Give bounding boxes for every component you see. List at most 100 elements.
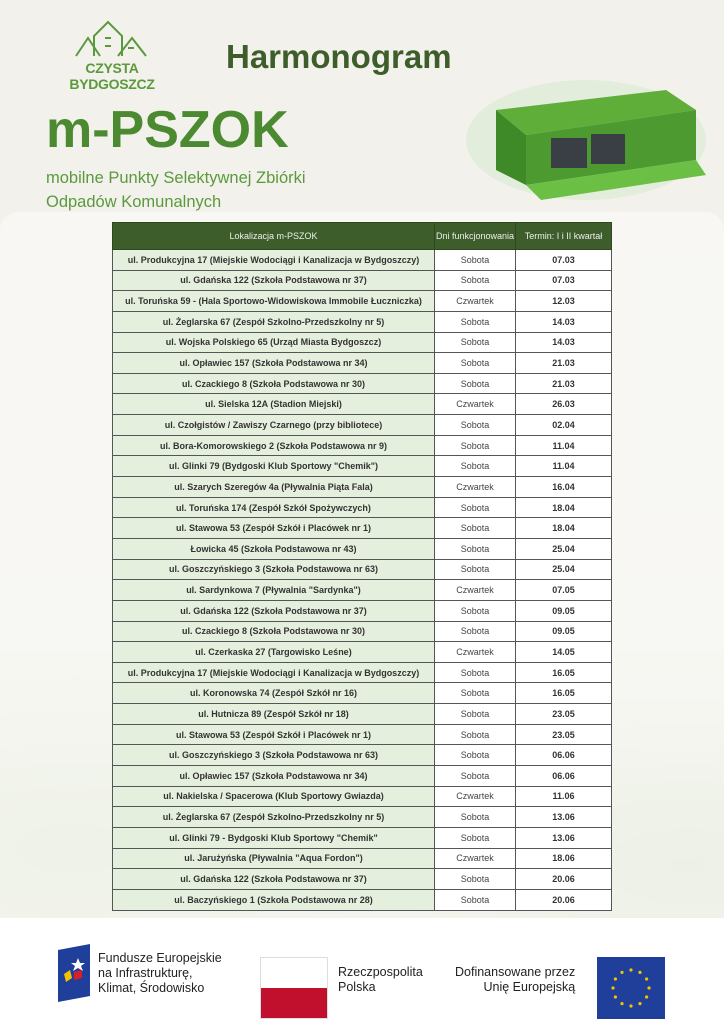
- column-header-date: Termin: I i II kwartał: [515, 222, 612, 250]
- eu-star-icon: [613, 977, 618, 981]
- location-cell: ul. Szarych Szeregów 4a (Pływalnia Piąta…: [112, 476, 435, 498]
- day-cell: Sobota: [434, 806, 516, 828]
- table-row: ul. Goszczyńskiego 3 (Szkoła Podstawowa …: [112, 558, 612, 581]
- table-row: ul. Opławiec 157 (Szkoła Podstawowa nr 3…: [112, 352, 612, 374]
- logo-text: CZYSTA BYDGOSZCZ: [69, 60, 155, 92]
- location-cell: ul. Czołgistów / Zawiszy Czarnego (przy …: [112, 414, 435, 436]
- date-cell: 25.04: [515, 558, 612, 581]
- table-row: ul. Koronowska 74 (Zespół Szkół nr 16) So…: [112, 682, 612, 705]
- date-cell: 13.06: [515, 826, 612, 849]
- location-cell: ul. Żeglarska 67 (Zespół Szkolno-Przedsz…: [112, 806, 435, 828]
- date-cell: 09.05: [515, 599, 612, 622]
- date-cell: 13.06: [515, 806, 612, 828]
- location-cell: ul. Stawowa 53 (Zespół Szkół i Placówek …: [112, 723, 435, 746]
- column-header-location: Lokalizacja m-PSZOK: [112, 222, 435, 250]
- fe-line: na Infrastrukturę,: [98, 965, 193, 980]
- eu-star-icon: [620, 970, 624, 975]
- day-cell: Sobota: [434, 599, 516, 622]
- day-cell: Sobota: [434, 434, 516, 457]
- location-cell: ul. Gdańska 122 (Szkoła Podstawowa nr 37…: [112, 599, 435, 622]
- day-cell: Sobota: [434, 249, 516, 271]
- eu-star-icon: [647, 986, 651, 990]
- eu-star-icon: [638, 970, 642, 975]
- subtitle-line: Odpadów Komunalnych: [46, 193, 222, 211]
- table-row: ul. Szarych Szeregów 4a (Pływalnia Piąta…: [112, 476, 612, 498]
- date-cell: 09.05: [515, 620, 612, 643]
- table-row: ul. Wojska Polskiego 65 (Urząd Miasta By…: [112, 331, 612, 354]
- location-cell: ul. Czackiego 8 (Szkoła Podstawowa nr 30…: [112, 372, 435, 395]
- poland-flag-icon: [260, 957, 328, 1019]
- table-row: ul. Glinki 79 (Bydgoski Klub Sportowy "C…: [112, 455, 612, 478]
- table-row: ul. Sielska 12A (Stadion Miejski) Czwarte…: [112, 393, 612, 416]
- location-cell: ul. Żeglarska 67 (Zespół Szkolno-Przedsz…: [112, 310, 435, 333]
- date-cell: 20.06: [515, 888, 612, 911]
- table-row: ul. Opławiec 157 (Szkoła Podstawowa nr 3…: [112, 765, 612, 787]
- date-cell: 07.05: [515, 579, 612, 601]
- day-cell: Sobota: [434, 331, 516, 354]
- day-cell: Czwartek: [434, 785, 516, 808]
- eu-line: Unię Europejską: [483, 980, 576, 994]
- page-title: Harmonogram: [226, 38, 452, 75]
- mobile-container-illustration: [466, 80, 706, 200]
- location-cell: ul. Toruńska 59 - (Hala Sportowo-Widowis…: [112, 290, 435, 312]
- table-row: ul. Żeglarska 67 (Zespół Szkolno-Przedsz…: [112, 310, 612, 333]
- date-cell: 12.03: [515, 290, 612, 312]
- date-cell: 25.04: [515, 537, 612, 560]
- eu-star-icon: [644, 977, 649, 981]
- table-row: ul. Glinki 79 - Bydgoski Klub Sportowy "…: [112, 826, 612, 849]
- day-cell: Sobota: [434, 558, 516, 581]
- table-row: ul. Baczyńskiego 1 (Szkoła Podstawowa nr…: [112, 888, 612, 911]
- location-cell: ul. Goszczyńskiego 3 (Szkoła Podstawowa …: [112, 558, 435, 581]
- day-cell: Sobota: [434, 310, 516, 333]
- date-cell: 02.04: [515, 414, 612, 436]
- location-cell: Łowicka 45 (Szkoła Podstawowa nr 43): [112, 537, 435, 560]
- day-cell: Czwartek: [434, 641, 516, 663]
- day-cell: Sobota: [434, 723, 516, 746]
- eu-star-icon: [620, 1001, 624, 1006]
- table-row: Łowicka 45 (Szkoła Podstawowa nr 43) Sobo…: [112, 537, 612, 560]
- schedule-table: Lokalizacja m-PSZOK Dni funkcjonowania T…: [112, 222, 612, 911]
- table-row: ul. Sardynkowa 7 (Pływalnia "Sardynka") C…: [112, 579, 612, 601]
- day-cell: Sobota: [434, 888, 516, 911]
- day-cell: Sobota: [434, 744, 516, 767]
- day-cell: Czwartek: [434, 393, 516, 416]
- date-cell: 20.06: [515, 868, 612, 890]
- czysta-bydgoszcz-logo: CZYSTA BYDGOSZCZ: [44, 18, 180, 92]
- date-cell: 18.04: [515, 496, 612, 519]
- day-cell: Sobota: [434, 517, 516, 539]
- date-cell: 16.05: [515, 682, 612, 705]
- rp-line: Polska: [338, 980, 376, 994]
- table-row: ul. Gdańska 122 (Szkoła Podstawowa nr 37…: [112, 868, 612, 890]
- table-row: ul. Stawowa 53 (Zespół Szkół i Placówek …: [112, 517, 612, 539]
- table-row: ul. Produkcyjna 17 (Miejskie Wodociągi i…: [112, 249, 612, 271]
- day-cell: Sobota: [434, 682, 516, 705]
- date-cell: 11.04: [515, 434, 612, 457]
- location-cell: ul. Toruńska 174 (Zespół Szkół Spożywczy…: [112, 496, 435, 519]
- day-cell: Sobota: [434, 826, 516, 849]
- fe-text: Fundusze Europejskie na Infrastrukturę, Kl…: [98, 951, 222, 996]
- location-cell: ul. Bora-Komorowskiego 2 (Szkoła Podstaw…: [112, 434, 435, 457]
- date-cell: 07.03: [515, 269, 612, 292]
- location-cell: ul. Czackiego 8 (Szkoła Podstawowa nr 30…: [112, 620, 435, 643]
- day-cell: Czwartek: [434, 847, 516, 870]
- table-row: ul. Jarużyńska (Pływalnia "Aqua Fordon")…: [112, 847, 612, 870]
- location-cell: ul. Goszczyńskiego 3 (Szkoła Podstawowa …: [112, 744, 435, 767]
- table-row: ul. Nakielska / Spacerowa (Klub Sportowy…: [112, 785, 612, 808]
- date-cell: 07.03: [515, 249, 612, 271]
- table-row: ul. Hutnicza 89 (Zespół Szkół nr 18) Sobo…: [112, 703, 612, 725]
- date-cell: 06.06: [515, 765, 612, 787]
- table-row: ul. Produkcyjna 17 (Miejskie Wodociągi i…: [112, 661, 612, 684]
- location-cell: ul. Glinki 79 - Bydgoski Klub Sportowy "…: [112, 826, 435, 849]
- day-cell: Sobota: [434, 372, 516, 395]
- day-cell: Czwartek: [434, 579, 516, 601]
- date-cell: 06.06: [515, 744, 612, 767]
- date-cell: 16.04: [515, 476, 612, 498]
- day-cell: Sobota: [434, 765, 516, 787]
- eu-star-icon: [644, 995, 649, 999]
- location-cell: ul. Nakielska / Spacerowa (Klub Sportowy…: [112, 785, 435, 808]
- date-cell: 26.03: [515, 393, 612, 416]
- date-cell: 14.03: [515, 310, 612, 333]
- date-cell: 18.04: [515, 517, 612, 539]
- houses-icon: [75, 20, 147, 57]
- table-row: ul. Czackiego 8 (Szkoła Podstawowa nr 30…: [112, 372, 612, 395]
